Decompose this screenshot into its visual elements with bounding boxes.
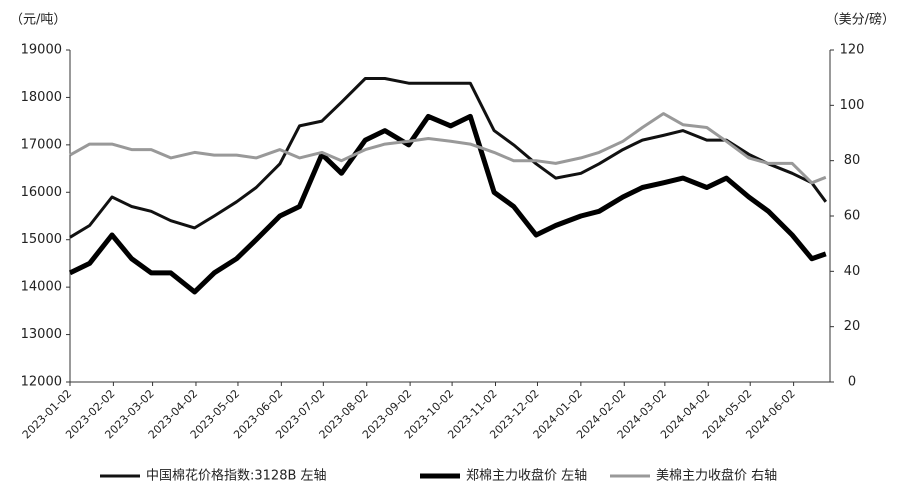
y-tick-label: 13000	[21, 327, 62, 342]
y-tick-label: 14000	[21, 280, 62, 295]
legend-label: 美棉主力收盘价 右轴	[656, 468, 777, 484]
y-tick-label: 16000	[21, 185, 62, 200]
y2-tick-label: 0	[848, 375, 856, 390]
y-tick-label: 15000	[21, 232, 62, 247]
y-tick-label: 12000	[21, 375, 62, 390]
y-tick-label: 17000	[21, 137, 62, 152]
series-line	[68, 113, 827, 295]
y2-tick-label: 120	[840, 43, 865, 58]
y-tick-label: 19000	[21, 43, 62, 58]
y2-unit-label: （美分/磅）	[826, 12, 895, 28]
y2-tick-label: 80	[844, 153, 861, 168]
y-unit-label: （元/吨）	[10, 13, 66, 28]
series-line	[69, 77, 828, 239]
y-tick-label: 18000	[21, 90, 62, 105]
y2-tick-label: 100	[840, 98, 865, 113]
legend-label: 中国棉花价格指数:3128B 左轴	[146, 468, 327, 484]
y2-tick-label: 60	[844, 209, 861, 224]
legend-label: 郑棉主力收盘价 左轴	[466, 468, 587, 484]
series-line	[69, 112, 827, 185]
y2-tick-label: 20	[844, 319, 861, 334]
y2-tick-label: 40	[844, 264, 861, 279]
